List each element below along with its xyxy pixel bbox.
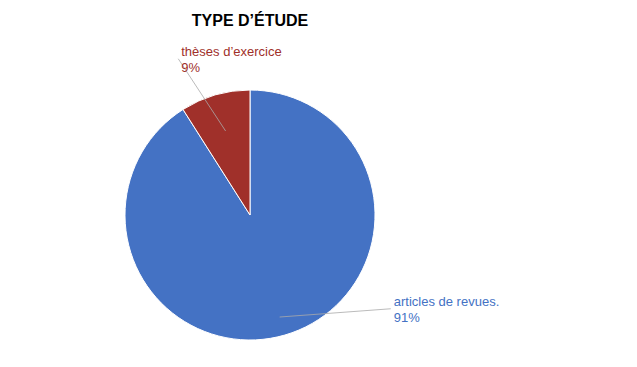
slice — [183, 90, 250, 215]
leader-line — [178, 59, 225, 131]
slice — [125, 90, 375, 340]
labels: articles de revues.91% thèses d’exercice9… — [178, 44, 499, 325]
title: TYPE D’ÉTUDE — [192, 11, 309, 29]
slice-label: thèses d’exercice — [181, 44, 281, 59]
chart: TYPE D’ÉTUDE articles de revues.91% thèses… — [0, 0, 637, 367]
slice-label: articles de revues. — [394, 294, 500, 309]
slice-value-label: 91% — [394, 310, 420, 325]
slices — [125, 90, 375, 340]
slice-value-label: 9% — [181, 60, 200, 75]
leader-line — [280, 309, 391, 317]
